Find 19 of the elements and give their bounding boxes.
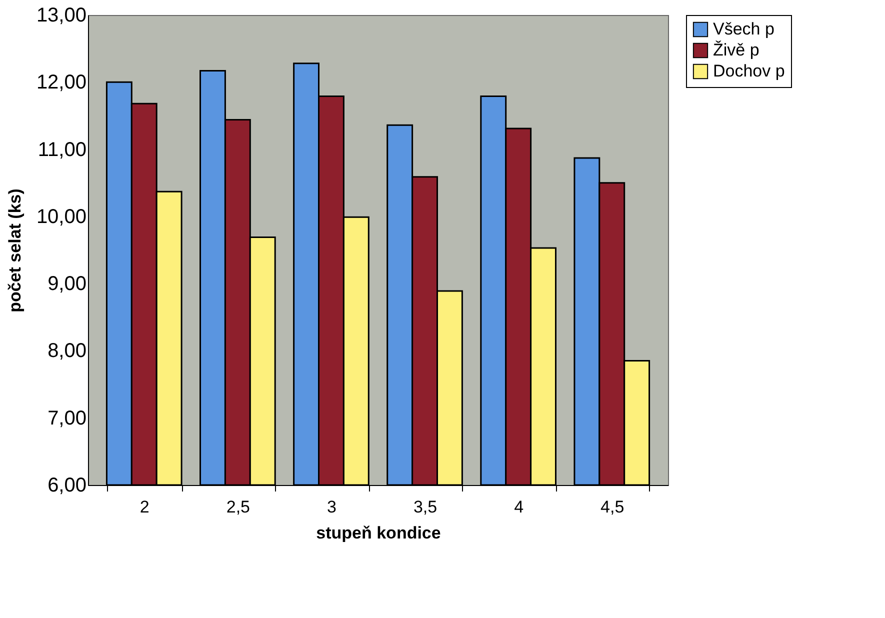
x-tick-label: 2,5 (226, 498, 250, 516)
legend-label: Všech p (713, 20, 774, 38)
y-tick-label: 6,00 (48, 474, 86, 496)
y-axis-title: počet selat (ks) (5, 188, 24, 312)
y-tick-label: 12,00 (36, 72, 86, 94)
y-tick-label: 13,00 (36, 4, 86, 26)
x-tick-label: 4,5 (600, 498, 624, 516)
y-tick-label: 11,00 (38, 138, 86, 161)
y-tick-label: 9,00 (48, 273, 86, 296)
y-tick-label: 8,00 (48, 340, 86, 362)
x-axis-title: stupeň kondice (316, 524, 441, 542)
y-tick-label: 10,00 (36, 206, 86, 228)
x-tick-label: 3 (326, 498, 336, 516)
x-tick-label: 2 (140, 498, 150, 516)
y-tick-label: 7,00 (48, 407, 86, 430)
x-tick-label: 3,5 (413, 498, 438, 516)
x-tick-label: 4 (514, 498, 524, 516)
legend-label: Dochov p (713, 62, 785, 80)
legend-label: Živě p (713, 40, 760, 60)
